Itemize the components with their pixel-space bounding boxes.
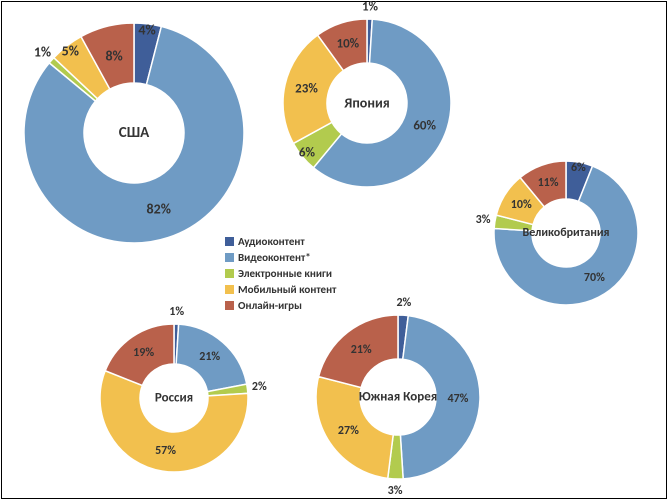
slice-label-japan-mobile: 23% [295,82,318,97]
slice-label-uk-ebooks: 3% [476,213,491,227]
legend-swatch-mobile [225,285,234,294]
donut-title-russia: Россия [155,391,193,406]
slice-label-russia-audio: 1% [169,305,184,319]
legend-label-video: Видеоконтент* [238,251,311,264]
slice-label-uk-mobile: 10% [511,198,532,212]
donut-title-skorea: Южная Корея [359,390,438,405]
donut-title-usa: США [119,124,149,142]
legend-item-audio: Аудиоконтент [225,235,336,248]
slice-label-usa-games: 8% [105,47,122,64]
legend-swatch-games [225,301,234,310]
legend-label-audio: Аудиоконтент [238,235,305,248]
donut-title-japan: Япония [344,95,389,112]
slice-label-skorea-ebooks: 3% [388,484,403,498]
legend-swatch-video [225,253,234,262]
legend-item-games: Онлайн-игры [225,299,336,312]
slice-label-uk-video: 70% [584,271,605,285]
donut-uk: Великобритания6%70%3%10%11% [492,159,640,307]
slice-label-skorea-video: 47% [448,392,469,406]
legend-item-video: Видеоконтент* [225,251,336,264]
slice-label-japan-games: 10% [337,37,360,52]
slice-label-skorea-mobile: 27% [338,424,359,438]
slice-label-russia-mobile: 57% [155,444,176,458]
legend-item-mobile: Мобильный контент [225,283,336,296]
donut-title-uk: Великобритания [522,226,609,240]
legend-label-ebooks: Электронные книги [238,267,332,280]
slice-label-uk-audio: 6% [571,161,586,175]
legend-swatch-audio [225,237,234,246]
slice-label-usa-mobile: 5% [62,42,79,59]
legend-item-ebooks: Электронные книги [225,267,336,280]
slice-label-uk-games: 11% [538,176,559,190]
donut-usa: США 4% 82% 1% 5% 8% [22,21,246,245]
slice-label-japan-video: 60% [413,118,436,133]
slice-label-usa-video: 82% [147,201,171,218]
legend-label-games: Онлайн-игры [238,299,302,312]
legend-label-mobile: Мобильный контент [238,283,336,296]
donut-skorea: Южная Корея2%47%3%27%21% [314,313,482,481]
slice-label-usa-audio: 4% [138,21,155,38]
legend: Аудиоконтент Видеоконтент* Электронные кни… [225,235,336,315]
slice-label-skorea-games: 21% [351,343,372,357]
slice-label-russia-ebooks: 2% [252,380,267,394]
legend-swatch-ebooks [225,269,234,278]
slice-label-japan-audio: 1% [362,0,378,15]
slice-label-russia-video: 21% [199,350,220,364]
donut-japan: Япония1%60%6%23%10% [281,17,453,189]
slice-label-japan-ebooks: 6% [299,145,315,160]
donut-russia: Россия1%21%2%57%19% [98,322,250,474]
slice-label-russia-games: 19% [133,346,154,360]
slice-label-usa-ebooks: 1% [34,44,51,61]
slice-label-skorea-audio: 2% [396,296,411,310]
